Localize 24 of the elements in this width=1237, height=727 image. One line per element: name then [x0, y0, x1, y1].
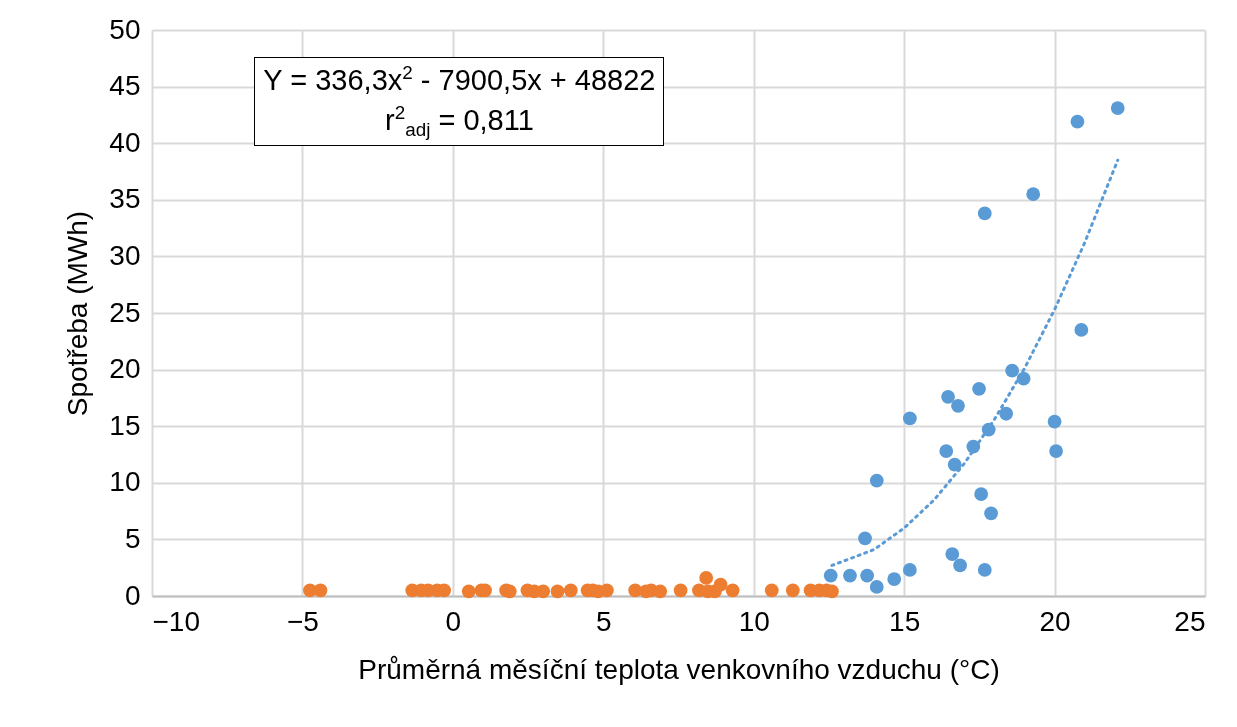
x-tick-label: 20	[1039, 605, 1071, 637]
x-tick-label: 10	[738, 605, 770, 637]
annotation: Y = 336,3x$^{2}$ - 7900,5x + 48822	[263, 61, 656, 98]
x-tick-label: 15	[889, 605, 921, 637]
x-tick-label: −10	[152, 605, 200, 637]
x-axis-title: Průměrná měsíční teplota venkovního vzduchu (°C)	[358, 653, 1000, 685]
annotation: r$^{2}$$_{adj}$ = 0,811	[384, 100, 535, 143]
y-tick-label: 25	[109, 296, 141, 328]
y-tick-label: 10	[109, 466, 141, 498]
x-tick-label: 0	[445, 605, 462, 637]
y-tick-label: 50	[109, 13, 141, 45]
y-tick-label: 0	[124, 579, 141, 611]
y-tick-label: 15	[109, 409, 141, 441]
y-tick-label: 35	[109, 183, 141, 215]
x-tick-label: 25	[1174, 605, 1206, 637]
x-tick-label: −5	[286, 605, 319, 637]
y-tick-label: 5	[124, 522, 141, 554]
y-axis-title: Spotřeba (MWh)	[62, 210, 94, 417]
y-tick-label: 45	[109, 70, 141, 102]
equation-box: Y = 336,3x$^{2}$ - 7900,5x + 48822 r$^{2}$$_{adj}$ = 0,811	[254, 57, 665, 146]
y-tick-label: 20	[109, 353, 141, 385]
y-tick-label: 30	[109, 239, 141, 271]
x-tick-label: 5	[596, 605, 612, 637]
y-tick-label: 40	[109, 126, 141, 158]
